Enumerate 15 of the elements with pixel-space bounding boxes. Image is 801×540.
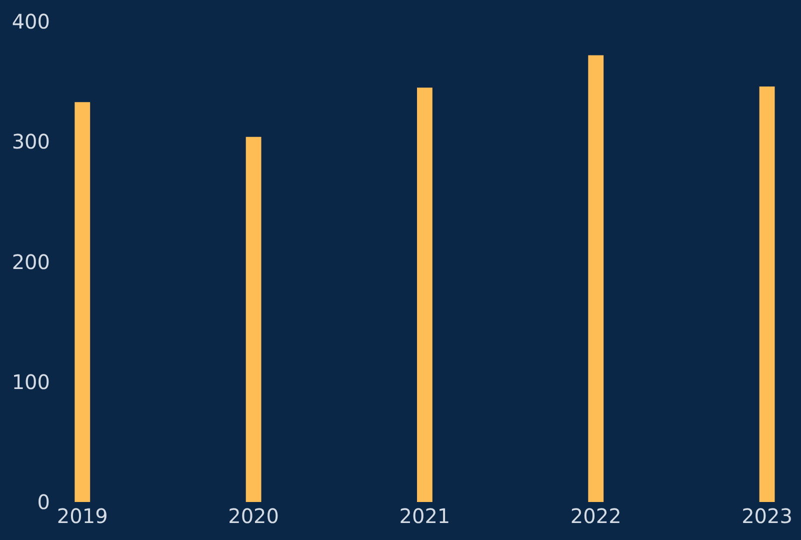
y-tick-label: 400 — [12, 10, 50, 34]
y-tick-label: 200 — [12, 250, 50, 274]
bar — [246, 136, 262, 502]
bar — [588, 55, 604, 502]
x-tick-label: 2021 — [399, 504, 450, 528]
bar — [417, 88, 432, 502]
y-tick-label: 300 — [12, 130, 50, 154]
bar — [74, 102, 90, 502]
y-tick-label: 100 — [12, 370, 50, 394]
x-tick-label: 2023 — [742, 504, 792, 528]
y-tick-label: 0 — [37, 490, 50, 514]
x-tick-label: 2022 — [570, 504, 622, 528]
x-tick-label: 2019 — [56, 504, 108, 528]
bar — [759, 86, 775, 502]
x-tick-label: 2020 — [228, 504, 280, 528]
